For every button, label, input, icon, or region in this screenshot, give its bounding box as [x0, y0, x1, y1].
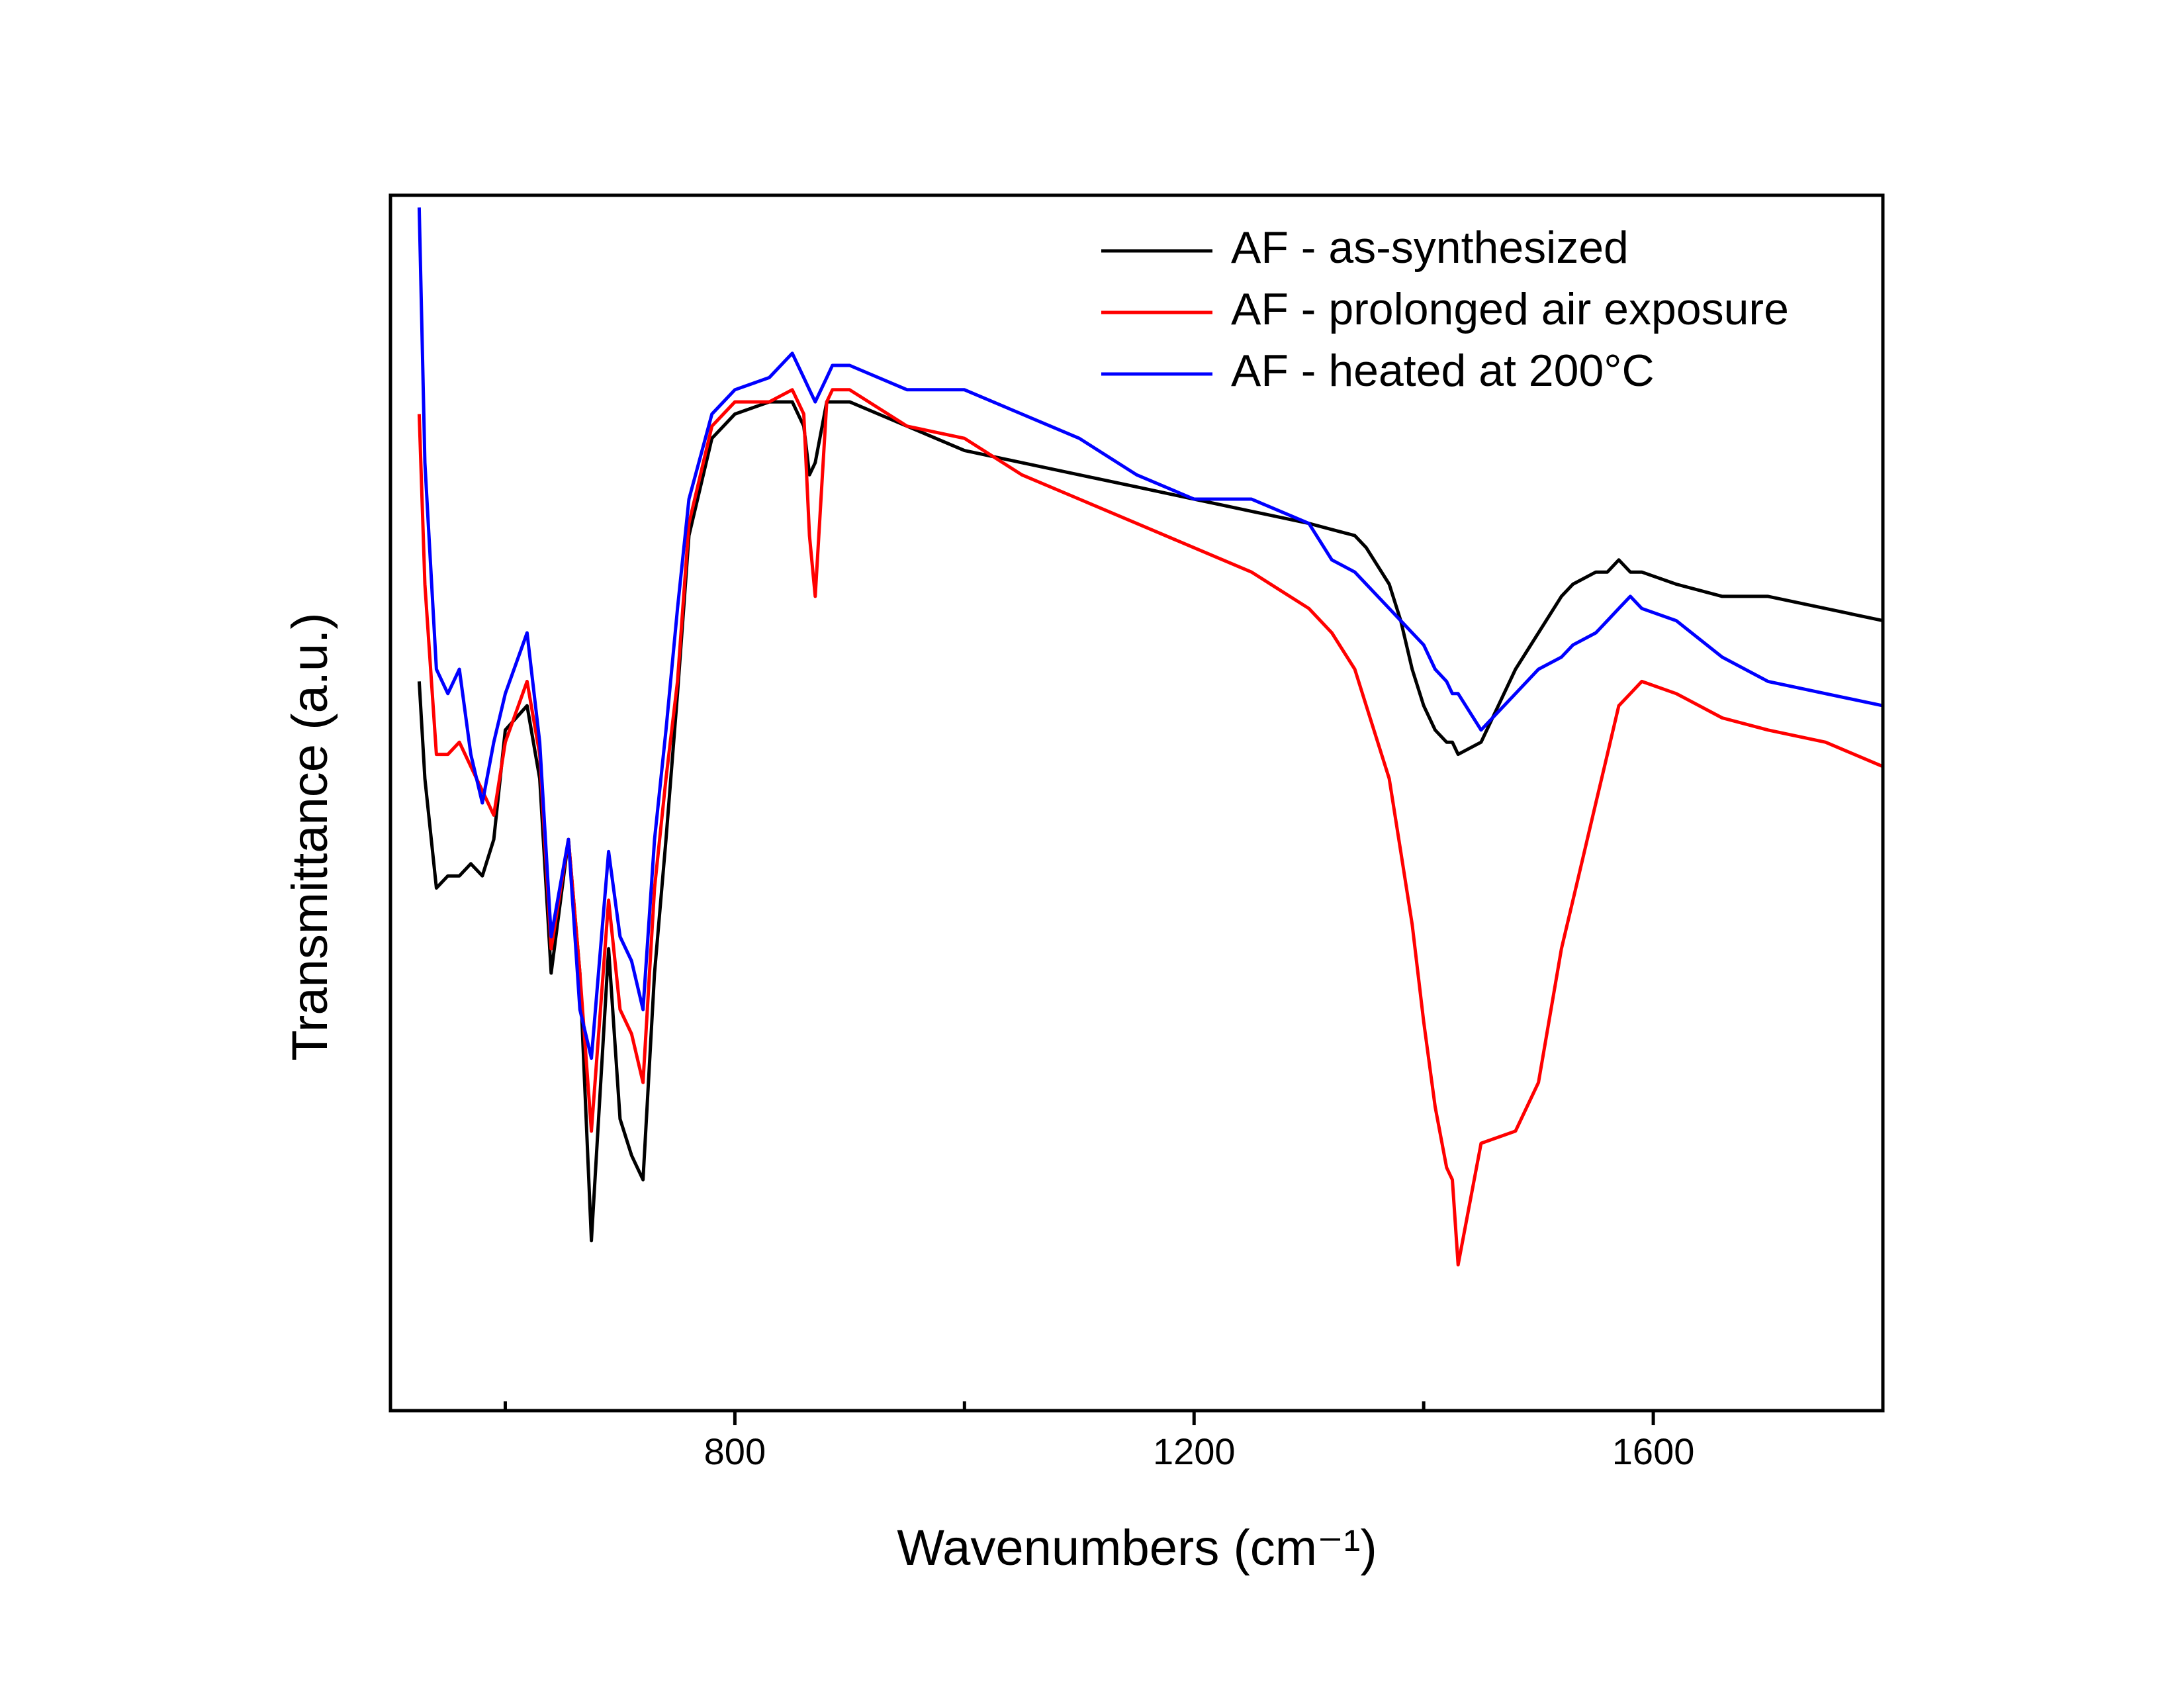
series-line: [417, 207, 1884, 1060]
legend-label: AF - prolonged air exposure: [1231, 284, 1789, 334]
x-tick-label: 1200: [1153, 1430, 1236, 1472]
plot-frame: [388, 193, 1885, 1413]
y-axis-label: Transmittance (a.u.): [282, 612, 338, 1060]
series-line: [417, 388, 1884, 1267]
x-axis-label: Wavenumbers (cm⁻¹): [897, 1520, 1377, 1576]
legend-label: AF - heated at 200°C: [1231, 346, 1655, 396]
x-tick-label: 800: [704, 1430, 766, 1472]
legend-label: AF - as-synthesized: [1231, 222, 1629, 273]
x-tick-label: 1600: [1612, 1430, 1695, 1472]
